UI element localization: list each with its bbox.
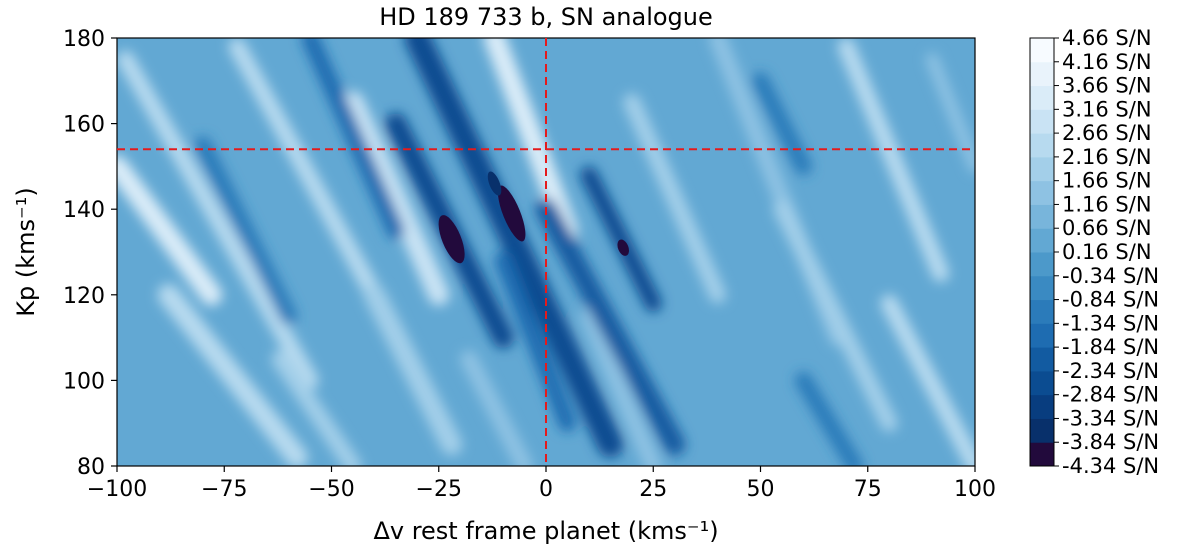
y-tick-label-4: 160 xyxy=(63,113,105,138)
colorbar-label-10: 0.66 S/N xyxy=(1062,216,1152,240)
contour-band-21 xyxy=(194,136,298,325)
x-tick-label-3: −25 xyxy=(416,477,462,502)
colorbar-label-7: -0.84 S/N xyxy=(1062,288,1159,312)
colorbar-label-4: -2.34 S/N xyxy=(1062,359,1159,383)
y-axis-label: Kp (kms⁻¹) xyxy=(12,187,40,316)
x-tick-label-6: 50 xyxy=(747,477,775,502)
colorbar-band-9 xyxy=(1030,228,1054,253)
contour-minimum-26 xyxy=(497,185,526,242)
chart-title: HD 189 733 b, SN analogue xyxy=(379,3,713,31)
x-tick-label-0: −100 xyxy=(87,477,147,502)
colorbar-label-13: 2.16 S/N xyxy=(1062,145,1152,169)
y-tick-label-1: 100 xyxy=(63,369,105,394)
colorbar-label-14: 2.66 S/N xyxy=(1062,121,1152,145)
contour-band-18 xyxy=(535,198,686,456)
colorbar-band-13 xyxy=(1030,133,1054,158)
colorbar-label-16: 3.66 S/N xyxy=(1062,74,1152,98)
contour-band-1 xyxy=(117,155,223,306)
colorbar-label-1: -3.84 S/N xyxy=(1062,430,1159,454)
x-axis-label: Δv rest frame planet (kms⁻¹) xyxy=(373,517,718,545)
contour-band-9 xyxy=(580,307,662,466)
contour-band-24 xyxy=(494,251,577,432)
colorbar-label-12: 1.66 S/N xyxy=(1062,169,1152,193)
colorbar-label-9: 0.16 S/N xyxy=(1062,240,1152,264)
x-tick-label-1: −75 xyxy=(201,477,247,502)
colorbar-band-4 xyxy=(1030,347,1054,372)
x-axis: −100 −75 −50 −25 0 25 50 75 100 xyxy=(87,466,996,502)
contour-band-2 xyxy=(228,38,383,304)
contour-band-23 xyxy=(794,371,864,466)
colorbar-band-14 xyxy=(1030,109,1054,134)
contour-band-16 xyxy=(404,38,624,458)
x-tick-label-5: 25 xyxy=(639,477,667,502)
colorbar-band-2 xyxy=(1030,394,1054,419)
colorbar-band-1 xyxy=(1030,418,1054,443)
colorbar-band-17 xyxy=(1030,38,1054,63)
contour-band-4 xyxy=(157,284,308,466)
colorbar-label-17: 4.16 S/N xyxy=(1062,50,1152,74)
colorbar-label-3: -2.84 S/N xyxy=(1062,383,1159,407)
y-axis: 80 100 120 140 160 180 xyxy=(63,27,117,480)
colorbar-label-2: -3.34 S/N xyxy=(1062,406,1159,430)
contour-minimum-27 xyxy=(487,171,502,196)
contour-band-10 xyxy=(623,93,727,304)
colorbar-band-15 xyxy=(1030,85,1054,110)
contour-features xyxy=(117,38,975,466)
colorbar-band-3 xyxy=(1030,370,1054,396)
contour-band-7 xyxy=(363,284,463,456)
colorbar-band-5 xyxy=(1030,323,1054,348)
contour-minimum-25 xyxy=(438,215,465,264)
colorbar-label-6: -1.34 S/N xyxy=(1062,311,1159,335)
colorbar-label-5: -1.84 S/N xyxy=(1062,335,1159,359)
colorbar-label-0: -4.34 S/N xyxy=(1062,454,1159,478)
y-tick-label-5: 180 xyxy=(63,27,105,52)
contour-band-13 xyxy=(837,38,950,282)
contour-minima xyxy=(438,171,629,264)
contour-minimum-28 xyxy=(617,239,629,256)
colorbar-band-10 xyxy=(1030,204,1054,229)
contour-band-0 xyxy=(117,50,319,389)
colorbar-label-11: 1.16 S/N xyxy=(1062,192,1152,216)
contour-band-22 xyxy=(751,72,812,175)
x-tick-label-8: 100 xyxy=(954,477,996,502)
contour-band-14 xyxy=(880,294,975,466)
contour-band-6 xyxy=(483,38,579,242)
x-tick-label-2: −50 xyxy=(308,477,354,502)
colorbar-label-15: 3.16 S/N xyxy=(1062,97,1152,121)
colorbar-band-11 xyxy=(1030,180,1054,205)
colorbar-label-18: 4.66 S/N xyxy=(1062,26,1152,50)
y-tick-label-3: 140 xyxy=(63,198,105,223)
y-tick-label-2: 120 xyxy=(63,284,105,309)
colorbar-band-12 xyxy=(1030,156,1054,182)
colorbar-band-0 xyxy=(1030,442,1054,467)
y-tick-label-0: 80 xyxy=(77,455,105,480)
contour-band-5 xyxy=(271,350,362,466)
colorbar-band-7 xyxy=(1030,275,1054,301)
contour-band-3 xyxy=(342,91,450,306)
colorbar-band-6 xyxy=(1030,299,1054,324)
colorbar-band-16 xyxy=(1030,61,1054,87)
marker-lines xyxy=(117,38,975,466)
x-tick-label-4: 0 xyxy=(539,477,553,502)
colorbar-label-8: -0.34 S/N xyxy=(1062,264,1159,288)
colorbar: -4.34 S/N-3.84 S/N-3.34 S/N-2.84 S/N-2.3… xyxy=(1029,26,1159,478)
contour-band-8 xyxy=(460,350,534,466)
colorbar-band-8 xyxy=(1030,252,1054,277)
x-tick-label-7: 75 xyxy=(854,477,882,502)
contour-band-19 xyxy=(580,166,662,312)
contour-band-20 xyxy=(301,38,405,240)
contour-band-12 xyxy=(773,200,898,432)
